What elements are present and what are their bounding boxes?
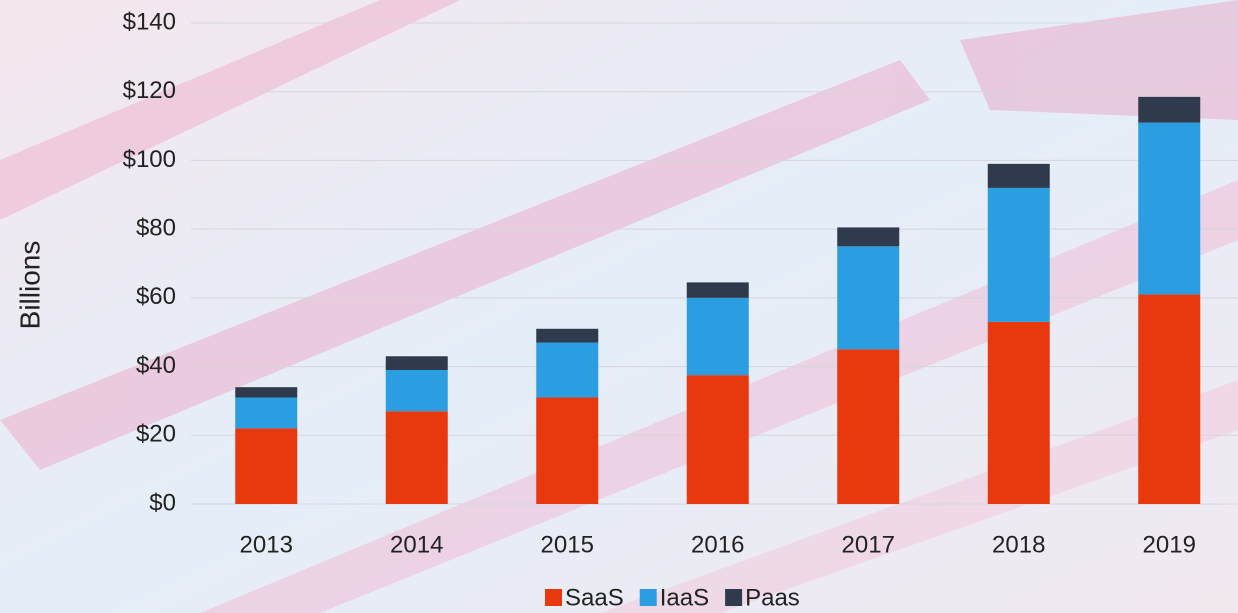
legend-marker [545, 589, 562, 606]
y-tick-label: $0 [149, 489, 176, 516]
bar-segment [385, 370, 448, 412]
bar-segment [536, 342, 599, 398]
y-axis-label: Billions [14, 241, 45, 330]
bar-segment [837, 349, 900, 504]
y-tick-label: $20 [136, 421, 176, 448]
bar-segment [1138, 122, 1201, 295]
bar-segment [686, 282, 749, 298]
legend-label: Paas [745, 584, 800, 611]
x-tick-label: 2014 [390, 531, 443, 558]
bar-segment [235, 387, 298, 398]
bar-segment [837, 246, 900, 350]
bar-segment [686, 375, 749, 504]
bar-segment [536, 397, 599, 504]
x-tick-label: 2015 [541, 531, 594, 558]
bar-segment [1138, 96, 1201, 123]
bar-segment [686, 297, 749, 376]
x-tick-label: 2018 [992, 531, 1045, 558]
bar-segment [837, 227, 900, 247]
y-tick-label: $100 [123, 146, 176, 173]
x-tick-label: 2017 [842, 531, 895, 558]
bar-segment [987, 187, 1050, 322]
bar-segment [235, 428, 298, 504]
x-tick-label: 2013 [240, 531, 293, 558]
bar-segment [987, 321, 1050, 504]
legend-label: IaaS [660, 584, 709, 611]
bar-segment [1138, 294, 1201, 504]
bar-segment [536, 328, 599, 343]
y-tick-label: $80 [136, 214, 176, 241]
x-tick-label: 2019 [1143, 531, 1196, 558]
legend-label: SaaS [565, 584, 624, 611]
legend-marker [725, 589, 743, 606]
bar-segment [385, 356, 448, 371]
x-tick-label: 2016 [691, 531, 744, 558]
y-tick-label: $120 [123, 77, 176, 104]
y-tick-label: $60 [136, 283, 176, 310]
bar-segment [235, 397, 298, 429]
y-tick-label: $140 [123, 8, 176, 35]
legend-marker [639, 589, 657, 606]
bar-segment [987, 163, 1050, 188]
bar-segment [385, 411, 448, 504]
y-tick-label: $40 [136, 352, 176, 379]
